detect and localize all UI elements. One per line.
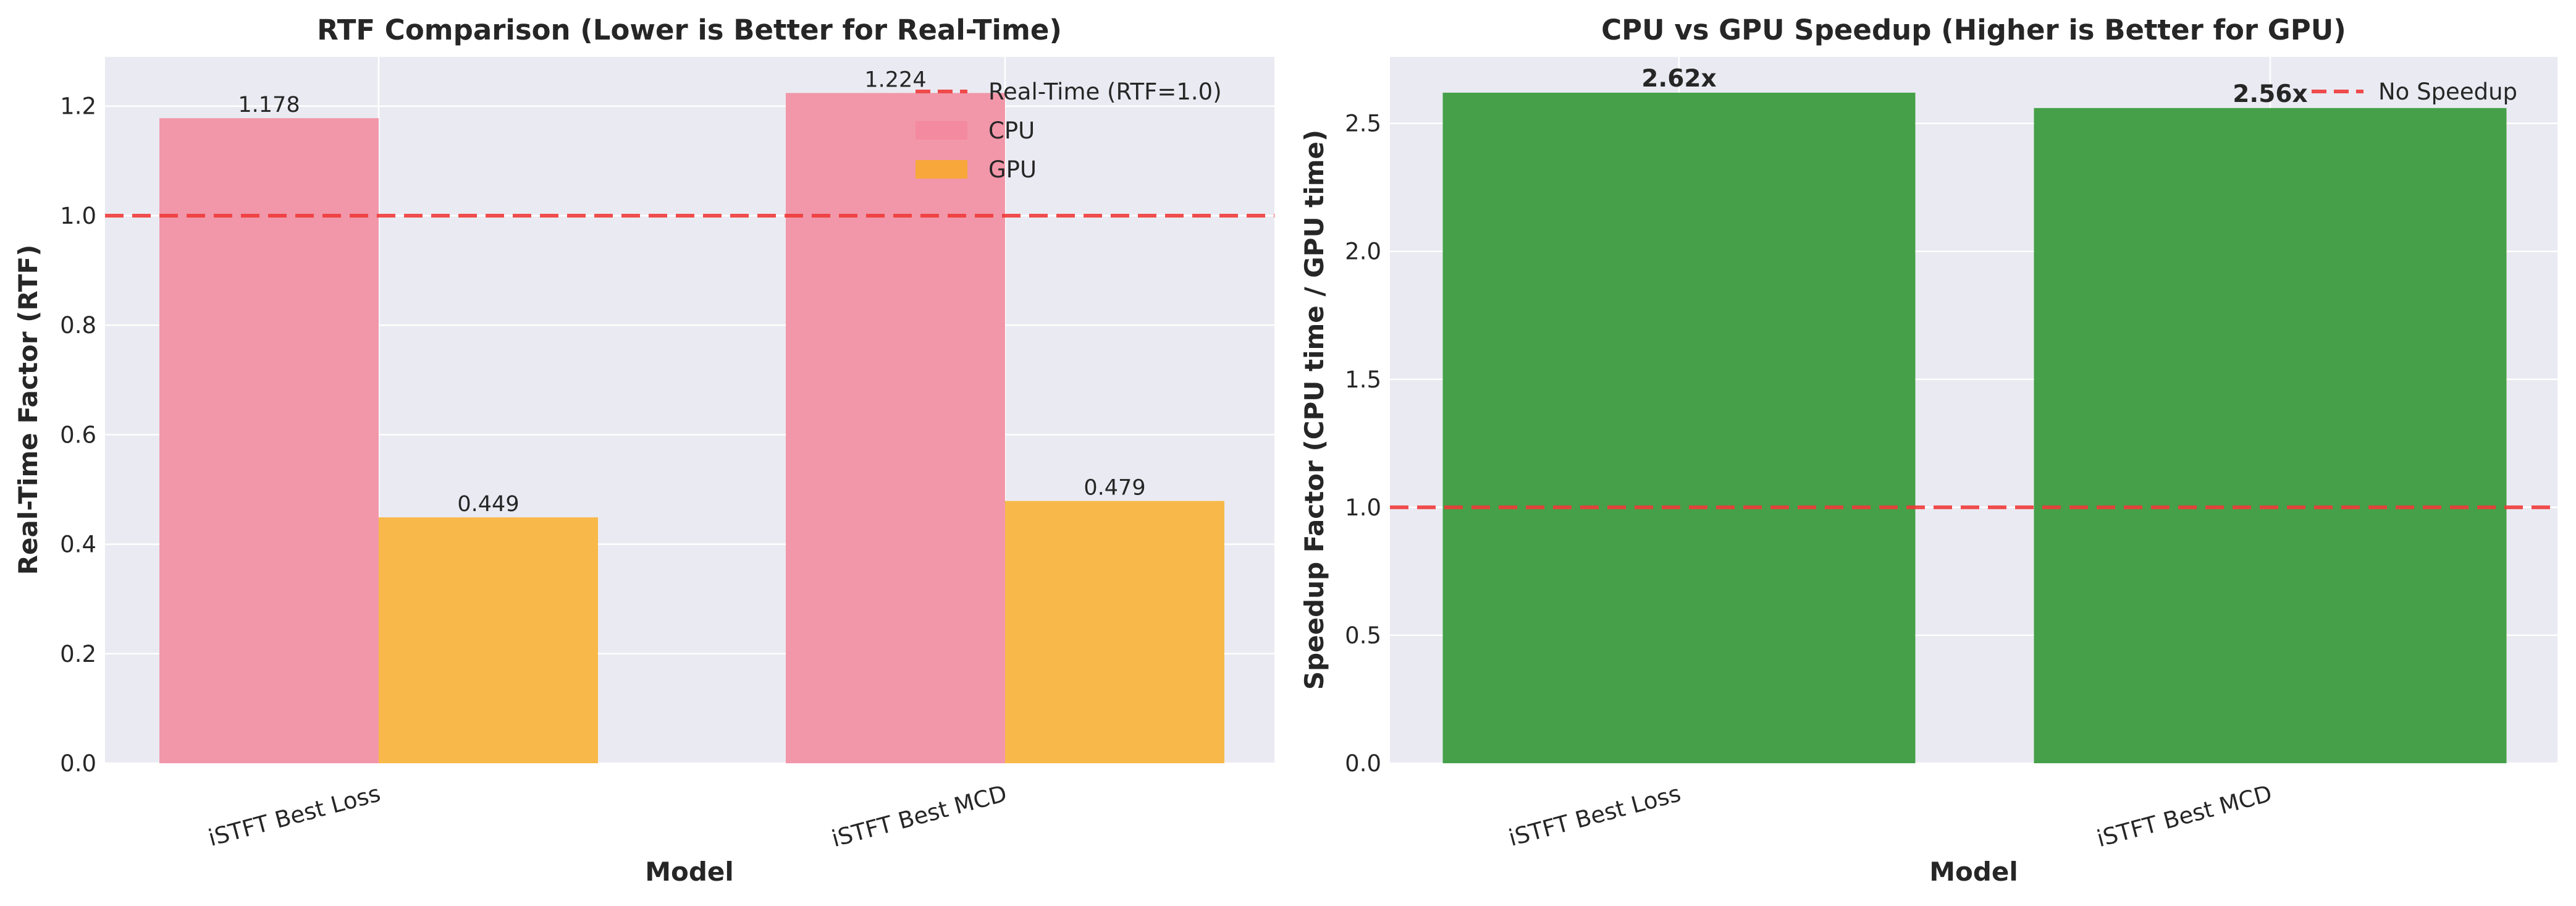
speedup-chart-title: CPU vs GPU Speedup (Higher is Better for… (1601, 14, 2346, 46)
bar-speedup-0 (1442, 92, 1916, 763)
rtf-y-ticks: 0.0 0.2 0.4 0.6 0.8 1.0 1.2 (60, 93, 96, 777)
rtf-legend: Real-Time (RTF=1.0) CPU GPU (915, 78, 1222, 183)
bar-cpu-1 (786, 93, 1005, 764)
speedup-x-ticks: iSTFT Best Loss iSTFT Best MCD (1506, 780, 2275, 852)
speedup-y-ticks: 0.0 0.5 1.0 1.5 2.0 2.5 (1345, 111, 1381, 777)
bar-gpu-0 (379, 517, 598, 763)
speedup-bars (1442, 92, 2507, 764)
y-tick-label: 0.2 (60, 641, 96, 667)
rtf-chart-panel: 1.178 1.224 0.449 0.479 0.0 0.2 0.4 0.6 0.8 1.0 1… (13, 14, 1274, 887)
bar-gpu-1 (1005, 501, 1224, 763)
speedup-value-labels: 2.62x 2.56x (1641, 65, 2307, 108)
rtf-x-ticks: iSTFT Best Loss iSTFT Best MCD (206, 780, 1010, 852)
legend-label-reference: Real-Time (RTF=1.0) (988, 78, 1222, 105)
y-tick-label: 1.2 (60, 93, 96, 120)
speedup-legend: No Speedup (2312, 78, 2517, 105)
y-tick-label: 0.0 (60, 750, 96, 777)
data-label: 1.178 (238, 93, 300, 117)
y-tick-label: 0.0 (1345, 750, 1381, 777)
data-label: 0.479 (1084, 476, 1145, 501)
legend-swatch-gpu (915, 160, 967, 179)
rtf-x-axis-label: Model (645, 857, 734, 887)
data-label: 1.224 (864, 67, 926, 92)
legend-label-cpu: CPU (988, 117, 1035, 144)
data-label: 2.62x (1641, 65, 1716, 93)
speedup-y-axis-label: Speedup Factor (CPU time / GPU time) (1299, 130, 1329, 690)
rtf-value-labels: 1.178 1.224 0.449 0.479 (238, 67, 1145, 517)
rtf-chart-title: RTF Comparison (Lower is Better for Real… (317, 14, 1062, 46)
x-tick-label: iSTFT Best MCD (829, 780, 1010, 852)
data-label: 0.449 (457, 492, 519, 517)
bar-speedup-1 (2034, 108, 2507, 764)
x-tick-label: iSTFT Best Loss (1506, 780, 1684, 852)
speedup-x-axis-label: Model (1929, 857, 2018, 887)
y-tick-label: 2.0 (1345, 239, 1381, 265)
y-tick-label: 0.8 (60, 312, 96, 339)
speedup-chart-panel: 2.62x 2.56x 0.0 0.5 1.0 1.5 2.0 2.5 iSTFT Best… (1299, 14, 2557, 887)
legend-swatch-cpu (915, 121, 967, 140)
bar-cpu-0 (159, 118, 379, 764)
y-tick-label: 0.6 (60, 421, 96, 448)
x-tick-label: iSTFT Best Loss (206, 780, 384, 852)
y-tick-label: 1.5 (1345, 366, 1381, 393)
y-tick-label: 2.5 (1345, 111, 1381, 137)
rtf-y-axis-label: Real-Time Factor (RTF) (13, 245, 43, 575)
y-tick-label: 1.0 (60, 203, 96, 229)
rtf-bars (159, 93, 1224, 764)
data-label: 2.56x (2233, 80, 2307, 108)
x-tick-label: iSTFT Best MCD (2094, 780, 2275, 852)
y-tick-label: 1.0 (1345, 494, 1381, 521)
legend-label-no-speedup: No Speedup (2378, 78, 2517, 105)
y-tick-label: 0.5 (1345, 622, 1381, 649)
legend-label-gpu: GPU (988, 156, 1037, 183)
y-tick-label: 0.4 (60, 531, 96, 558)
